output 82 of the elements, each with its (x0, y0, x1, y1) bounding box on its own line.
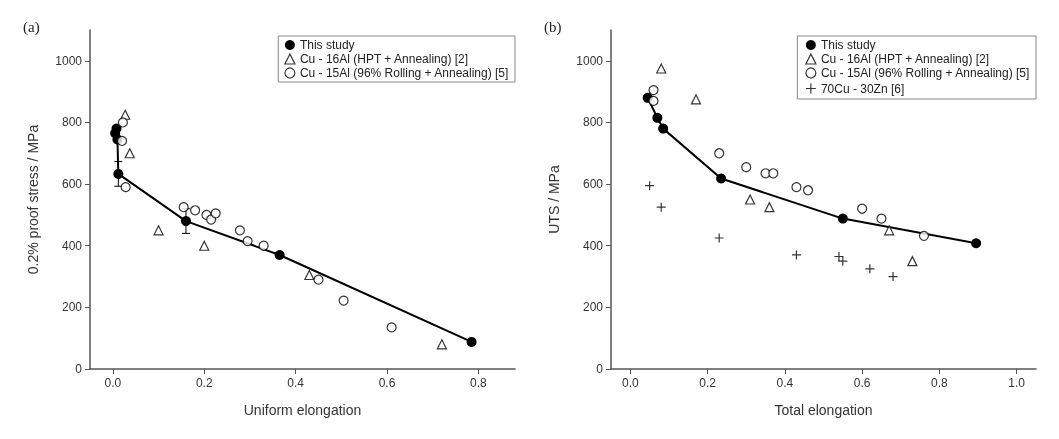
point (716, 173, 727, 184)
y-tick-label: 400 (582, 238, 604, 253)
y-tick-label: 1000 (55, 53, 83, 68)
point (907, 256, 918, 267)
point (124, 148, 135, 159)
x-tick-label: 1.0 (1008, 376, 1026, 390)
point (887, 271, 899, 282)
point (117, 117, 128, 128)
y-tick-label: 0 (596, 362, 604, 376)
point (744, 194, 756, 205)
point (210, 208, 221, 219)
x-axis-title: Uniform elongation (243, 402, 362, 418)
point (234, 225, 245, 236)
point (466, 336, 477, 347)
y-tick-label: 800 (582, 115, 604, 130)
x-tick-label: 0.0 (104, 376, 122, 390)
point (180, 216, 191, 227)
point (338, 295, 349, 306)
x-tick-label: 0.4 (776, 376, 794, 390)
point (116, 135, 128, 147)
point (714, 232, 725, 244)
legend-label: This study (299, 38, 355, 52)
y-tick-label: 800 (61, 115, 83, 130)
point (791, 249, 802, 261)
point (242, 236, 253, 247)
y-tick-label: 1000 (576, 53, 604, 68)
legend-label: Cu - 16Al (HPT + Annealing) [2] (299, 52, 469, 66)
point (971, 238, 982, 249)
point (918, 230, 930, 241)
legend-label: 70Cu - 30Zn [6] (820, 81, 905, 96)
point (113, 168, 124, 179)
point (258, 240, 269, 251)
legend-label: Cu - 15Al (96% Rolling + Annealing) [5] (820, 66, 1030, 80)
point (876, 213, 887, 224)
x-tick-label: 0.8 (931, 376, 949, 390)
point (274, 249, 285, 260)
x-axis-title: Total elongation (774, 402, 873, 418)
x-tick-label: 0.6 (378, 376, 396, 390)
point (802, 185, 814, 196)
point (656, 63, 667, 74)
chart-title: (b) (544, 18, 562, 36)
point (768, 168, 779, 179)
point (648, 95, 659, 106)
point (658, 123, 669, 134)
point (199, 240, 210, 251)
y-tick-label: 600 (61, 177, 83, 192)
y-tick-label: 200 (582, 300, 604, 315)
point (741, 162, 752, 173)
x-tick-label: 0.2 (195, 376, 213, 390)
point (690, 94, 702, 105)
point (313, 274, 324, 285)
point (714, 148, 725, 159)
point (837, 213, 848, 224)
point (652, 112, 663, 123)
point (436, 339, 447, 350)
y-axis-title: 0.2% proof stress / MPa (25, 124, 41, 275)
point (153, 225, 164, 236)
point (791, 182, 802, 193)
x-tick-label: 0.6 (853, 376, 871, 390)
legend-label: Cu - 15Al (96% Rolling + Annealing) [5] (299, 66, 509, 80)
point (178, 202, 189, 213)
point (864, 263, 875, 274)
point (190, 205, 201, 216)
x-tick-label: 0.2 (699, 376, 717, 390)
y-tick-label: 600 (582, 177, 604, 192)
point (764, 202, 775, 213)
point (120, 182, 131, 193)
y-tick-label: 0 (75, 362, 83, 376)
y-tick-label: 200 (61, 300, 83, 315)
legend-label: This study (820, 38, 876, 52)
point (386, 322, 397, 333)
point (304, 269, 315, 281)
x-tick-label: 0.4 (287, 376, 305, 390)
x-tick-label: 0.8 (470, 376, 488, 390)
legend-label: Cu - 16Al (HPT + Annealing) [2] (820, 52, 990, 66)
point (857, 203, 868, 214)
chart-title: (a) (23, 18, 40, 36)
point (884, 225, 895, 236)
point (648, 85, 659, 96)
y-axis-title: UTS / MPa (546, 165, 562, 234)
y-tick-label: 400 (61, 238, 83, 253)
x-tick-label: 0.0 (621, 376, 639, 390)
